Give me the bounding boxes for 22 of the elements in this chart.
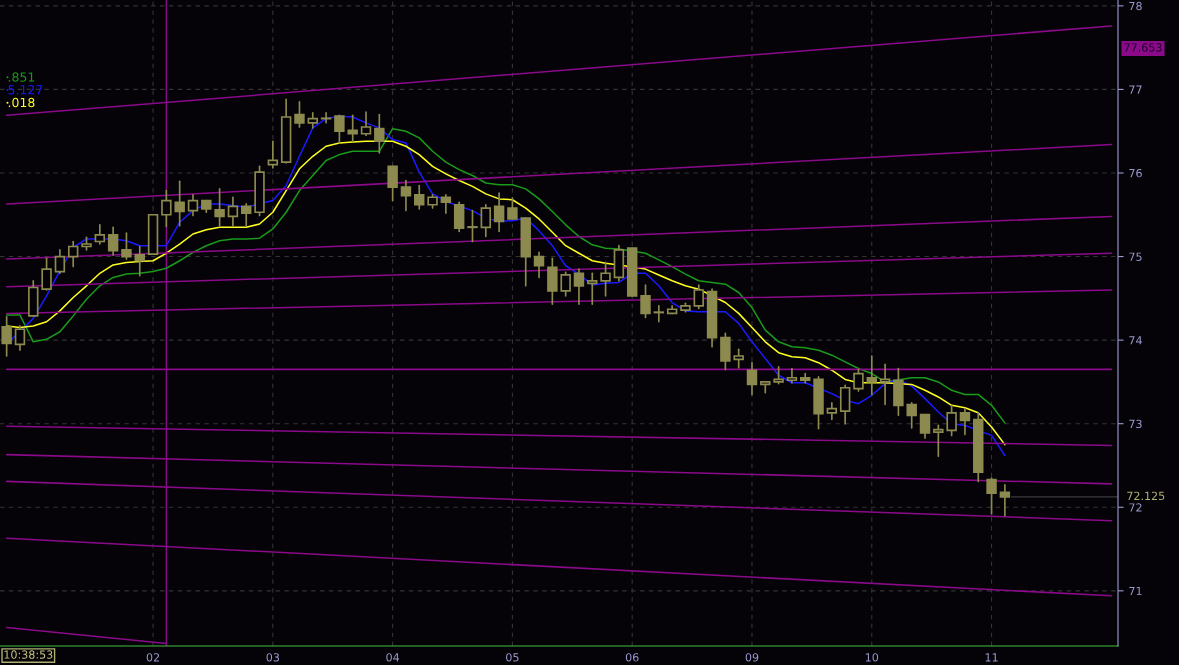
legend-label: 5.127 [8,85,43,95]
y-tick-label: 71 [1129,586,1142,596]
legend-label: .851 [8,72,35,82]
y-tick-label: 72 [1129,503,1142,512]
x-tick-label: 03 [266,653,280,662]
y-tick-label: 78 [1129,1,1142,11]
y-tick-label: 73 [1129,419,1142,429]
x-tick-label: 04 [386,653,400,662]
x-tick-label: 11 [985,653,998,662]
text: 10:38:53 [4,650,53,659]
y-tick-label: 75 [1129,252,1142,261]
x-tick-label: 02 [146,653,160,662]
y-tick-label: 77 [1129,85,1142,94]
legend-label: .018 [8,97,35,108]
x-tick-label: 10 [865,653,879,662]
x-tick-label: 06 [625,653,639,662]
y-tick-label: 76 [1129,168,1142,178]
x-tick-label: 09 [745,653,759,662]
text: 77.653 [1124,43,1162,52]
y-tick-label: 74 [1129,336,1142,345]
x-tick-label: 05 [506,653,519,662]
ref-line-label: 72.125 [1127,491,1165,501]
